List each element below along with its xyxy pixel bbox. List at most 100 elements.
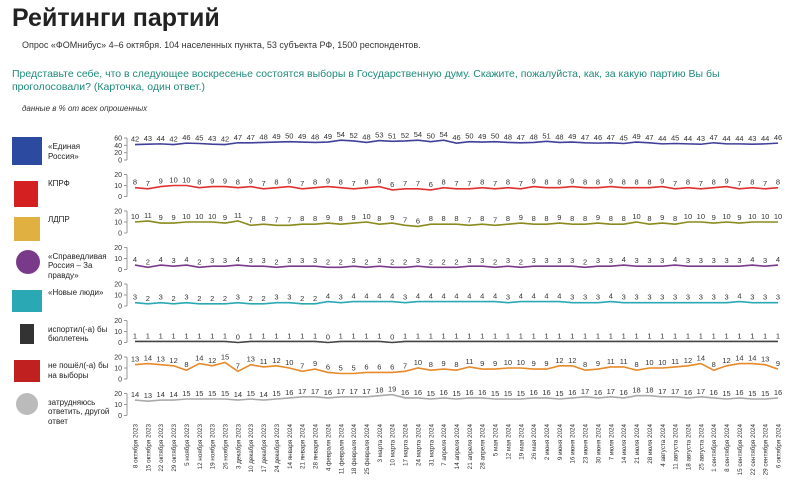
x-tick-label: 5 ноября 2023 <box>183 424 191 466</box>
value-label: 3 <box>699 256 703 265</box>
series-line <box>134 220 778 228</box>
x-tick-label: 24 марта 2024 <box>415 424 422 467</box>
value-label: 10 <box>684 212 692 221</box>
value-label: 18 <box>645 386 653 395</box>
value-label: 9 <box>493 359 497 368</box>
value-label: 8 <box>442 214 446 223</box>
value-label: 46 <box>594 133 602 142</box>
y-tick-label: 0 <box>118 377 122 384</box>
value-label: 46 <box>182 133 190 142</box>
x-tick-label: 19 мая 2024 <box>518 424 525 460</box>
value-label: 8 <box>454 214 458 223</box>
x-tick-label: 10 марта 2024 <box>390 424 397 467</box>
value-label: 1 <box>287 331 291 340</box>
value-label: 9 <box>570 177 574 186</box>
x-tick-label: 11 августа 2024 <box>673 424 680 470</box>
value-label: 4 <box>377 292 381 301</box>
value-label: 1 <box>184 331 188 340</box>
value-label: 8 <box>339 214 343 223</box>
y-tick-label: 10 <box>114 402 122 409</box>
value-label: 3 <box>763 293 767 302</box>
value-label: 1 <box>596 331 600 340</box>
value-label: 15 <box>555 389 563 398</box>
x-tick-label: 25 февраля 2024 <box>364 424 371 475</box>
value-label: 43 <box>144 134 152 143</box>
value-label: 8 <box>506 214 510 223</box>
value-label: 11 <box>260 357 268 366</box>
value-label: 10 <box>504 358 512 367</box>
value-label: 3 <box>596 293 600 302</box>
value-label: 9 <box>532 359 536 368</box>
value-label: 13 <box>247 355 255 364</box>
value-label: 10 <box>208 212 216 221</box>
value-label: 9 <box>609 177 613 186</box>
value-label: 8 <box>634 360 638 369</box>
value-label: 1 <box>339 331 343 340</box>
value-label: 14 <box>748 354 756 363</box>
value-label: 9 <box>171 213 175 222</box>
value-label: 48 <box>362 132 370 141</box>
value-label: 9 <box>390 213 394 222</box>
value-label: 9 <box>326 177 330 186</box>
y-tick-label: 20 <box>114 150 122 157</box>
value-label: 3 <box>570 293 574 302</box>
value-label: 2 <box>300 294 304 303</box>
value-label: 8 <box>429 360 433 369</box>
value-label: 8 <box>647 214 651 223</box>
value-label: 14 <box>195 354 203 363</box>
value-label: 50 <box>465 132 473 141</box>
value-label: 1 <box>493 331 497 340</box>
value-label: 7 <box>699 179 703 188</box>
value-label: 8 <box>622 214 626 223</box>
value-label: 44 <box>658 134 666 143</box>
value-label: 1 <box>724 331 728 340</box>
value-label: 9 <box>544 359 548 368</box>
y-tick-label: 40 <box>114 143 122 150</box>
value-label: 10 <box>182 212 190 221</box>
value-label: 2 <box>339 257 343 266</box>
value-label: 1 <box>699 331 703 340</box>
value-label: 48 <box>311 132 319 141</box>
y-tick-label: 10 <box>114 293 122 300</box>
value-label: 4 <box>352 292 356 301</box>
value-label: 53 <box>375 131 383 140</box>
value-label: 3 <box>313 256 317 265</box>
value-label: 13 <box>157 355 165 364</box>
x-tick-label: 28 июля 2024 <box>647 424 654 464</box>
value-label: 11 <box>607 357 615 366</box>
x-tick-label: 28 апреля 2024 <box>480 424 487 470</box>
value-label: 3 <box>377 256 381 265</box>
value-label: 44 <box>722 134 730 143</box>
value-label: 1 <box>583 331 587 340</box>
value-label: 16 <box>684 388 692 397</box>
value-label: 14 <box>144 354 152 363</box>
value-label: 42 <box>131 135 139 144</box>
value-label: 7 <box>236 361 240 370</box>
value-label: 4 <box>326 292 330 301</box>
value-label: 6 <box>390 180 394 189</box>
value-label: 3 <box>480 256 484 265</box>
value-label: 12 <box>684 356 692 365</box>
value-label: 8 <box>544 178 548 187</box>
value-label: 8 <box>313 178 317 187</box>
value-label: 16 <box>710 388 718 397</box>
value-label: 2 <box>313 294 317 303</box>
value-label: 3 <box>352 256 356 265</box>
value-label: 4 <box>159 255 163 264</box>
value-label: 3 <box>686 256 690 265</box>
value-label: 6 <box>326 362 330 371</box>
value-label: 2 <box>274 257 278 266</box>
value-label: 1 <box>557 331 561 340</box>
value-label: 8 <box>712 178 716 187</box>
value-label: 9 <box>210 177 214 186</box>
value-label: 1 <box>171 331 175 340</box>
value-label: 1 <box>506 331 510 340</box>
value-label: 1 <box>750 331 754 340</box>
value-label: 1 <box>249 331 253 340</box>
value-label: 1 <box>570 331 574 340</box>
y-tick-label: 20 <box>114 282 122 289</box>
value-label: 3 <box>712 256 716 265</box>
subtitle: Опрос «ФОМнибус» 4–6 октября. 104 населе… <box>22 40 421 50</box>
value-label: 9 <box>352 213 356 222</box>
value-label: 3 <box>750 293 754 302</box>
